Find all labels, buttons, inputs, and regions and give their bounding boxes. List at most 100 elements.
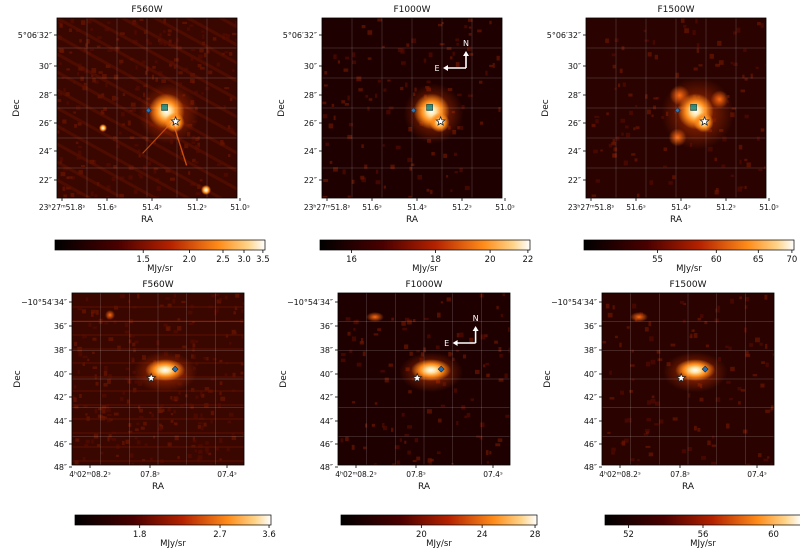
diamond-marker-icon <box>410 107 417 114</box>
dec-tick-label: 5°06′32″ <box>283 31 317 40</box>
sky-image <box>322 18 502 198</box>
ra-tick-label: 51.0ˢ <box>759 203 779 212</box>
compass: NE <box>434 39 469 73</box>
y-axis-label: Dec <box>543 370 553 387</box>
colorbar-tick-label: 2.7 <box>213 530 227 540</box>
dec-tick-label: 42″ <box>320 393 333 402</box>
dec-tick-label: −10°54′34″ <box>287 298 333 307</box>
ra-tick-label: 51.2ˢ <box>187 203 207 212</box>
x-axis-label: RA <box>152 482 165 492</box>
y-axis-label: Dec <box>12 99 22 116</box>
dec-tick-label: 42″ <box>584 393 597 402</box>
panel-title: F1500W <box>658 5 695 15</box>
y-axis-label: Dec <box>13 370 23 387</box>
field-source <box>630 312 648 322</box>
dec-tick-label: 38″ <box>320 346 333 355</box>
colorbar-unit-label: MJy/sr <box>676 264 702 274</box>
ra-tick-label: 51.6ˢ <box>362 203 382 212</box>
star-marker-icon <box>675 372 687 383</box>
dec-tick-label: 26″ <box>304 119 317 128</box>
image-frame <box>337 292 511 466</box>
image-frame <box>321 17 503 199</box>
sky-image <box>586 18 766 198</box>
dec-tick-label: 40″ <box>320 370 333 379</box>
panel-title: F1000W <box>394 5 431 15</box>
dec-tick-label: 22″ <box>39 176 52 185</box>
image-frame <box>601 292 775 466</box>
row2-panel-3: F1500W −10°54′34″ 36″ 38″ 40″ 42″ 44″ 46″ 48″4ʰ0… <box>543 280 800 549</box>
colorbar-tick-label: 20 <box>485 255 496 265</box>
row2-panel-1: F560W −10°54′34″ 36″ 38″ 40″ 42″ 44″ 46″ 48″4ʰ02… <box>13 280 276 549</box>
colorbar-tick-label: 24 <box>477 530 488 540</box>
ra-tick-label: 07.4ˢ <box>483 470 503 479</box>
dec-tick-label: 44″ <box>320 417 333 426</box>
square-marker-icon <box>690 104 697 111</box>
colorbar-unit-label: MJy/sr <box>690 539 716 549</box>
dec-tick-label: −10°54′34″ <box>21 298 67 307</box>
north-arrowhead-icon <box>472 326 479 331</box>
dec-tick-label: 38″ <box>54 346 67 355</box>
colorbar-tick-label: 2.5 <box>216 255 230 265</box>
diffraction-spot <box>668 128 687 147</box>
dec-tick-label: 42″ <box>54 393 67 402</box>
source-glow <box>145 359 186 382</box>
sky-image <box>72 293 244 465</box>
field-source <box>99 124 107 132</box>
dec-tick-label: 26″ <box>39 119 52 128</box>
dec-tick-label: 24″ <box>39 147 52 156</box>
x-axis-label: RA <box>670 215 683 225</box>
y-axis-label: Dec <box>277 99 287 116</box>
image-frame <box>71 292 245 466</box>
diffraction-spot <box>710 90 729 109</box>
panel-title: F560W <box>131 5 162 15</box>
ra-tick-label: 4ʰ02ᵐ08.2ˢ <box>599 470 641 479</box>
ra-tick-label: 4ʰ02ᵐ08.2ˢ <box>69 470 111 479</box>
colorbar-tick-label: 1.5 <box>136 255 150 265</box>
colorbar-unit-label: MJy/sr <box>147 264 173 274</box>
colorbar-tick-label: 52 <box>623 530 634 540</box>
compass-east-label: E <box>444 339 449 348</box>
dec-tick-label: 5°06′32″ <box>547 31 581 40</box>
square-marker-icon <box>161 104 168 111</box>
ra-tick-label: 23ʰ27ᵐ51.8ˢ <box>568 203 614 212</box>
image-frame <box>585 17 767 199</box>
ra-tick-label: 51.6ˢ <box>626 203 646 212</box>
east-arrowhead-icon <box>452 340 458 346</box>
ra-tick-label: 07.8ˢ <box>670 470 690 479</box>
ra-tick-label: 51.0ˢ <box>230 203 250 212</box>
dec-tick-label: 28″ <box>304 91 317 100</box>
colorbar-tick-label: 2.0 <box>183 255 197 265</box>
star-marker-icon <box>145 372 157 383</box>
row1-panel-2: F1000W 5°06′32″ 30″ 28″ 26″ 24″ 22″ 23ʰ27ᵐ51.8ˢ… <box>277 5 533 274</box>
dec-tick-label: 46″ <box>54 440 67 449</box>
dec-tick-label: 24″ <box>568 147 581 156</box>
panels-layer: F560W 5°06′32″ 30″ 28″ 26″ 24″ 22″ 23ʰ27ᵐ51.8ˢ 5… <box>12 5 800 549</box>
colorbar-tick-label: 3.0 <box>237 255 251 265</box>
colorbar-unit-label: MJy/sr <box>160 539 186 549</box>
field-source <box>201 185 211 195</box>
row1-panel-3: F1500W 5°06′32″ 30″ 28″ 26″ 24″ 22″ 23ʰ27ᵐ51.8ˢ… <box>541 5 797 274</box>
star-marker-icon <box>411 372 423 383</box>
colorbar <box>583 239 795 251</box>
ra-tick-label: 07.8ˢ <box>140 470 160 479</box>
colorbar-unit-label: MJy/sr <box>412 264 438 274</box>
ra-tick-label: 4ʰ02ᵐ08.2ˢ <box>335 470 377 479</box>
ra-tick-label: 23ʰ27ᵐ51.8ˢ <box>304 203 350 212</box>
ra-tick-label: 07.4ˢ <box>747 470 767 479</box>
dec-tick-label: 24″ <box>304 147 317 156</box>
colorbar-tick-label: 3.5 <box>256 255 270 265</box>
ra-tick-label: 23ʰ27ᵐ51.8ˢ <box>39 203 85 212</box>
colorbar <box>604 514 800 526</box>
dec-tick-label: 22″ <box>304 176 317 185</box>
colorbar-tick-label: 65 <box>753 255 764 265</box>
colorbar-unit-label: MJy/sr <box>426 539 452 549</box>
ra-tick-label: 51.4ˢ <box>407 203 427 212</box>
compass-north-label: N <box>463 39 469 48</box>
dec-tick-label: 30″ <box>39 62 52 71</box>
colorbar <box>319 239 531 251</box>
dec-tick-label: 30″ <box>568 62 581 71</box>
x-axis-label: RA <box>141 215 154 225</box>
image-frame <box>56 17 238 199</box>
dec-tick-label: 40″ <box>54 370 67 379</box>
